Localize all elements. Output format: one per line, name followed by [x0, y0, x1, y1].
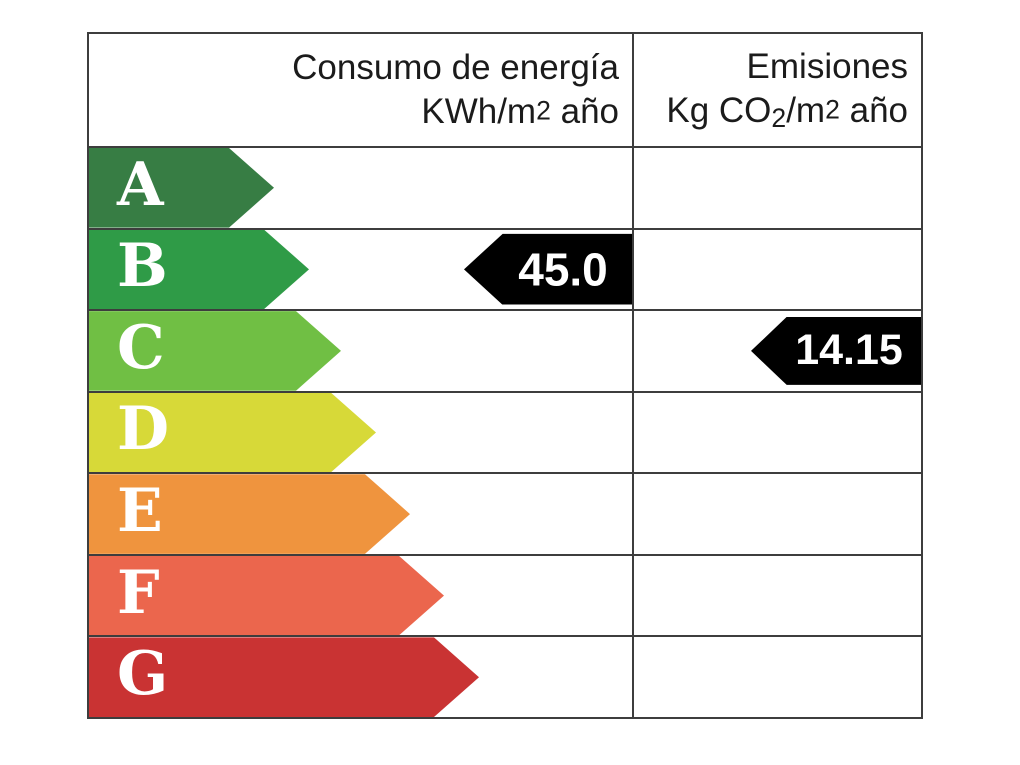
emissions-cell-a [634, 148, 921, 228]
emissions-cell-e [634, 474, 921, 554]
emissions-cell-b [634, 230, 921, 310]
emissions-value: 14.15 [795, 326, 903, 375]
rating-letter-c: C [117, 312, 165, 383]
emissions-cell-c: 14.15 [634, 311, 921, 391]
emissions-cell-g [634, 637, 921, 717]
rating-letter-d: D [117, 394, 170, 465]
rating-arrow-g: G [89, 637, 479, 717]
rating-letter-e: E [117, 476, 163, 547]
consumption-cell-b: B 45.0 [89, 229, 634, 310]
consumption-header-title: Consumo de energía [292, 48, 619, 88]
emissions-exponent: 2 [825, 94, 840, 125]
rating-arrow-d: D [89, 392, 376, 473]
consumption-cell-e: E [89, 474, 634, 554]
consumption-header: Consumo de energía KWh/m2 año [89, 34, 634, 146]
rating-letter-b: B [117, 231, 168, 302]
table-header-row: Consumo de energía KWh/m2 año Emisiones … [89, 34, 921, 146]
rating-row-a: A [89, 146, 921, 228]
rating-letter-f: F [117, 557, 160, 628]
rating-arrow-c: C [89, 311, 341, 391]
consumption-cell-c: C [89, 311, 634, 391]
consumption-cell-d: D [89, 392, 634, 473]
emissions-value-arrow: 14.15 [751, 316, 921, 385]
rating-row-d: D [89, 390, 921, 473]
rating-row-f: F [89, 553, 921, 636]
emissions-cell-d [634, 393, 921, 473]
emissions-subscript: 2 [771, 102, 787, 133]
rating-letter-a: A [117, 149, 164, 220]
emissions-header-title: Emisiones [746, 47, 908, 87]
rating-arrow-f: F [89, 555, 444, 636]
energy-rating-table: Consumo de energía KWh/m2 año Emisiones … [87, 32, 923, 719]
rating-row-b: B 45.0 [89, 227, 921, 310]
rating-row-c: C 14.15 [89, 309, 921, 391]
consumption-value-arrow: 45.0 [464, 233, 632, 305]
consumption-cell-f: F [89, 555, 634, 636]
consumption-cell-g: G [89, 637, 634, 717]
rating-row-g: G [89, 635, 921, 717]
emissions-header: Emisiones Kg CO2/m2 año [634, 34, 921, 146]
rating-arrow-b: B [89, 229, 309, 310]
emissions-cell-f [634, 556, 921, 636]
emissions-header-units: Kg CO2/m2 año [666, 90, 908, 133]
consumption-header-units: KWh/m2 año [421, 92, 619, 131]
consumption-exponent: 2 [536, 95, 551, 126]
rating-arrow-e: E [89, 474, 410, 554]
rating-row-e: E [89, 472, 921, 554]
rating-arrow-a: A [89, 148, 274, 228]
rating-letter-g: G [117, 639, 169, 710]
consumption-cell-a: A [89, 148, 634, 228]
consumption-value: 45.0 [518, 243, 608, 296]
